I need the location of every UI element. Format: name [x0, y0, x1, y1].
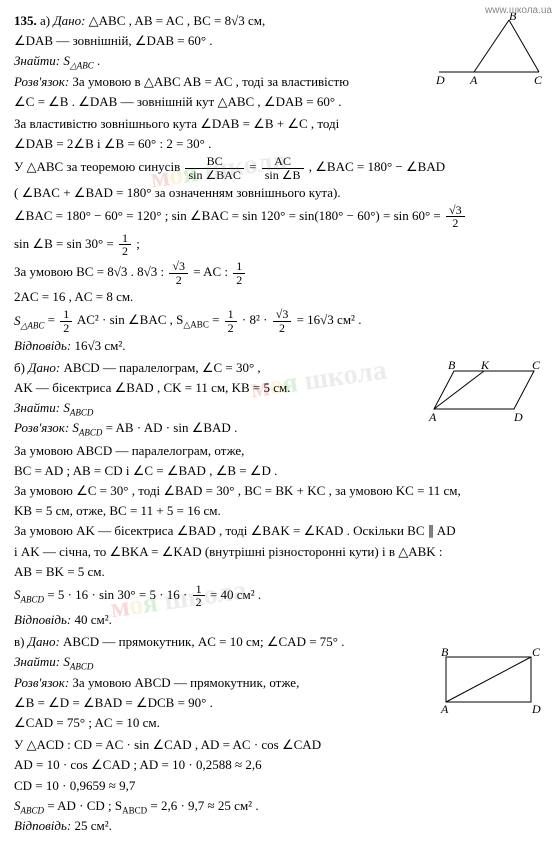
sol-line: У △ABC за теоремою синусів BCsin ∠BAC = … — [14, 155, 544, 181]
sol-line: 2AC = 16 , AC = 8 см. — [14, 288, 544, 306]
sol-line: За умовою ABCD — прямокутник, отже, — [72, 675, 299, 690]
given-text: ABCD — паралелограм, ∠C = 30° , — [64, 360, 261, 375]
problem-part-c: A B C D в) Дано: ABCD — прямокутник, AC … — [14, 633, 544, 835]
sol-line: ∠C = ∠B . ∠DAB — зовнішній кут △ABC , ∠D… — [14, 93, 544, 111]
sol-line: AD = 10 · cos ∠CAD ; AD = 10 · 0,2588 ≈ … — [14, 756, 544, 774]
answer-value: 25 см². — [74, 818, 111, 833]
figure-triangle-a: D A C B — [434, 12, 544, 87]
answer-label: Відповідь: — [14, 818, 71, 833]
svg-text:C: C — [532, 359, 541, 372]
sol-line: KB = 5 см, отже, BC = 11 + 5 = 16 см. — [14, 502, 544, 520]
given-label: Дано: — [28, 634, 60, 649]
sol-line: ∠CAD = 75° ; AC = 10 см. — [14, 714, 544, 732]
sol-line: За умовою в △ABC AB = AC , тоді за власт… — [72, 74, 349, 89]
vertex-C: C — [534, 73, 543, 87]
sol-line: У △ACD : CD = AC · sin ∠CAD , AD = AC · … — [14, 736, 544, 754]
given-label: Дано: — [53, 13, 85, 28]
sol-line: ( ∠BAC + ∠BAD = 180° за означенням зовні… — [14, 184, 544, 202]
sol-line: SABCD = 5 · 16 · sin 30° = 5 · 16 · 12 =… — [14, 583, 544, 609]
svg-text:D: D — [513, 410, 523, 424]
problem-number: 135. — [14, 13, 37, 28]
svg-text:D: D — [531, 702, 541, 715]
sol-line: S△ABC = 12 AC² · sin ∠BAC , S△ABC = 12 ·… — [14, 308, 544, 334]
sol-line: За умовою AK — бісектриса ∠BAD , тоді ∠B… — [14, 522, 544, 540]
sol-line: За умовою ∠C = 30° , тоді ∠BAD = 30° , B… — [14, 482, 544, 500]
part-b-label: б) — [14, 360, 25, 375]
problem-part-b: A B K C D б) Дано: ABCD — паралелограм, … — [14, 359, 544, 629]
sol-line: SABCD = AD · CD ; SABCD = 2,6 · 9,7 ≈ 25… — [14, 797, 544, 815]
given-text: △ABC , AB = AC , BC = 8√3 см, — [89, 13, 266, 28]
svg-text:A: A — [428, 410, 437, 424]
sol-line: За умовою ABCD — паралелограм, отже, — [14, 442, 544, 460]
sol-line: CD = 10 · 0,9659 ≈ 9,7 — [14, 777, 544, 795]
solution-label: Розв'язок: — [14, 675, 69, 690]
sol-line: BC = AD ; AB = CD і ∠C = ∠BAD , ∠B = ∠D … — [14, 462, 544, 480]
solution-label: Розв'язок: — [14, 74, 69, 89]
sol-line: ∠BAC = 180° − 60° = 120° ; sin ∠BAC = si… — [14, 204, 544, 230]
svg-text:A: A — [440, 702, 449, 715]
answer-label: Відповідь: — [14, 338, 71, 353]
vertex-A: A — [469, 73, 478, 87]
sol-line: За властивістю зовнішнього кута ∠DAB = ∠… — [14, 115, 544, 133]
svg-text:B: B — [441, 645, 449, 659]
svg-text:K: K — [480, 359, 490, 372]
vertex-D: D — [435, 73, 445, 87]
given-label: Дано: — [28, 360, 60, 375]
find-label: Знайти: — [14, 654, 60, 669]
answer-label: Відповідь: — [14, 612, 71, 627]
sol-line: AB = BK = 5 см. — [14, 563, 544, 581]
figure-parallelogram-b: A B K C D — [414, 359, 544, 424]
answer-value: 16√3 см². — [74, 338, 125, 353]
svg-text:C: C — [532, 645, 541, 659]
find-value: S△ABC — [63, 53, 93, 68]
part-a-label: а) — [40, 13, 50, 28]
sol-line: За умовою BC = 8√3 . 8√3 : √32 = AC : 12 — [14, 260, 544, 286]
sol-line: sin ∠B = sin 30° = 12 ; — [14, 232, 544, 258]
sol-line: і AK — січна, то ∠BKA = ∠KAD (внутрішні … — [14, 543, 544, 561]
svg-text:B: B — [448, 359, 456, 372]
watermark-url: www.школа.ua — [485, 4, 552, 18]
find-label: Знайти: — [14, 400, 60, 415]
problem-part-a: D A C B 135. а) Дано: △ABC , AB = AC , B… — [14, 12, 544, 355]
figure-rectangle-c: A B C D — [434, 645, 544, 715]
given-text: ABCD — прямокутник, AC = 10 см; ∠CAD = 7… — [63, 634, 344, 649]
answer-value: 40 см². — [74, 612, 111, 627]
sol-line: ∠DAB = 2∠B і ∠B = 60° : 2 = 30° . — [14, 135, 544, 153]
find-label: Знайти: — [14, 53, 60, 68]
solution-label: Розв'язок: — [14, 420, 69, 435]
part-c-label: в) — [14, 634, 24, 649]
